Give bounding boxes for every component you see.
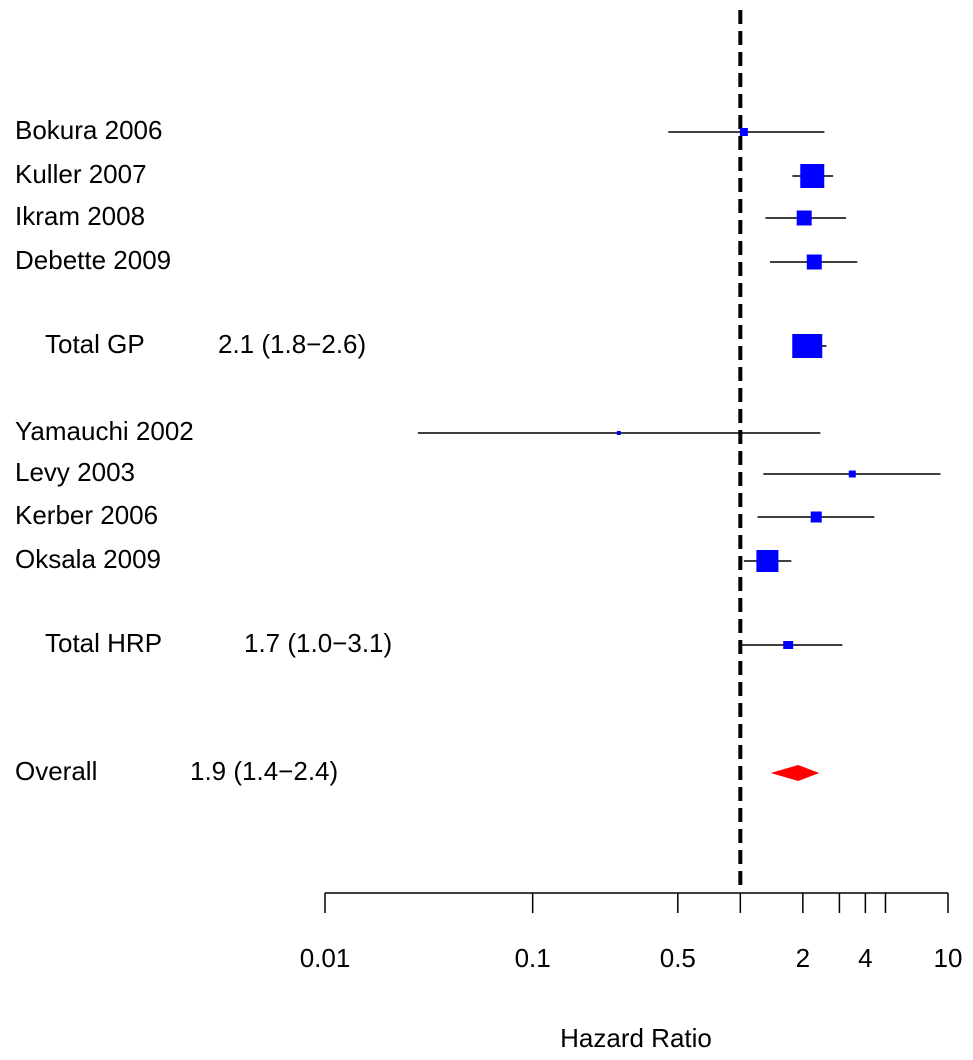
estimate-box: [792, 334, 823, 358]
x-tick-label: 0.01: [300, 943, 351, 973]
x-tick-label: 10: [934, 943, 963, 973]
row-label: Ikram 2008: [15, 201, 145, 231]
estimate-box: [800, 164, 825, 188]
row-label: Total HRP: [45, 628, 162, 658]
row-summary: 1.9 (1.4−2.4): [190, 756, 338, 786]
x-tick-label: 0.5: [660, 943, 696, 973]
row-label: Yamauchi 2002: [15, 416, 194, 446]
x-tick-label: 2: [796, 943, 810, 973]
row-label: Kerber 2006: [15, 500, 158, 530]
estimate-box: [783, 641, 794, 649]
estimate-box: [806, 254, 822, 270]
row-label: Levy 2003: [15, 457, 135, 487]
x-axis-label: Hazard Ratio: [560, 1023, 712, 1053]
row-label: Total GP: [45, 329, 145, 359]
row-label: Bokura 2006: [15, 115, 162, 145]
row-summary: 1.7 (1.0−3.1): [244, 628, 392, 658]
row-label: Debette 2009: [15, 245, 171, 275]
x-tick-label: 0.1: [515, 943, 551, 973]
row-label: Overall: [15, 756, 97, 786]
x-tick-label: 4: [858, 943, 872, 973]
row-label: Oksala 2009: [15, 544, 161, 574]
estimate-box: [848, 470, 856, 478]
row-label: Kuller 2007: [15, 159, 147, 189]
estimate-box: [739, 128, 748, 136]
row-summary: 2.1 (1.8−2.6): [218, 329, 366, 359]
estimate-box: [756, 550, 779, 572]
estimate-box: [796, 210, 812, 226]
estimate-box: [810, 511, 822, 523]
summary-diamond: [770, 765, 820, 781]
estimate-box: [616, 431, 621, 435]
